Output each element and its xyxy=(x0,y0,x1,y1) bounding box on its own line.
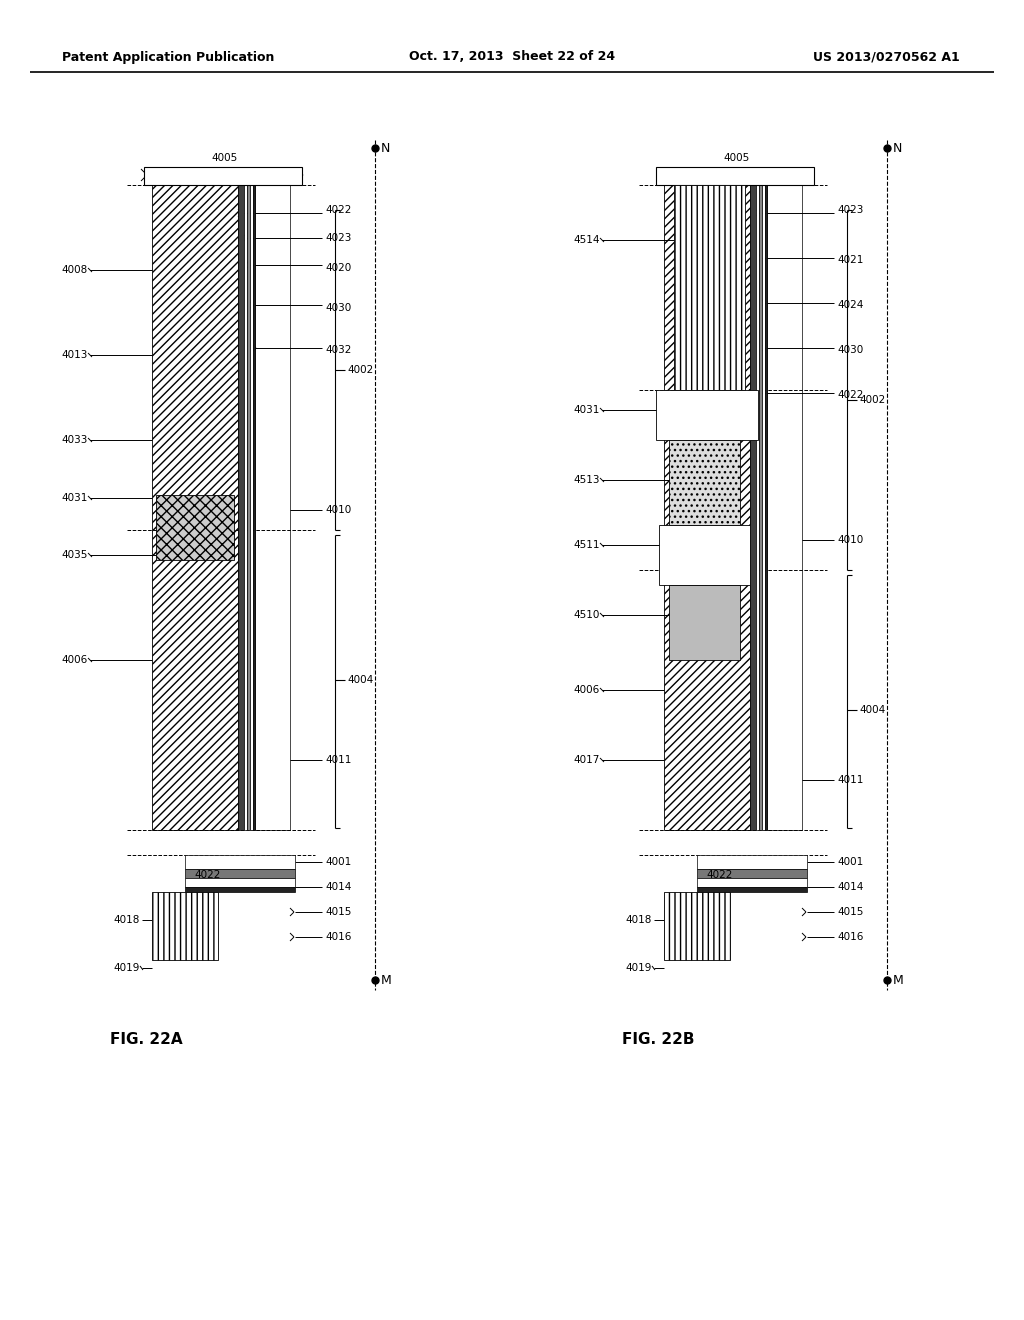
Text: 4008: 4008 xyxy=(61,265,88,275)
Text: 4006: 4006 xyxy=(61,655,88,665)
Bar xyxy=(674,185,745,389)
Bar xyxy=(244,185,247,830)
Text: 4011: 4011 xyxy=(325,755,351,766)
Bar xyxy=(697,878,807,887)
Text: 4511: 4511 xyxy=(573,540,600,550)
Text: 4016: 4016 xyxy=(837,932,863,942)
Text: 4004: 4004 xyxy=(347,675,374,685)
Bar xyxy=(669,440,740,525)
Text: 4510: 4510 xyxy=(573,610,600,620)
Text: N: N xyxy=(381,141,390,154)
Text: 4005: 4005 xyxy=(724,153,751,162)
Bar xyxy=(152,892,218,960)
Text: Patent Application Publication: Patent Application Publication xyxy=(62,50,274,63)
Bar xyxy=(185,869,295,878)
Bar xyxy=(697,855,807,869)
Text: 4002: 4002 xyxy=(859,395,886,405)
Text: 4033: 4033 xyxy=(61,436,88,445)
Text: 4018: 4018 xyxy=(114,915,140,925)
Text: 4004: 4004 xyxy=(859,705,886,715)
Text: 4001: 4001 xyxy=(837,857,863,867)
Text: 4018: 4018 xyxy=(626,915,652,925)
Text: 4032: 4032 xyxy=(325,345,351,355)
Bar xyxy=(156,495,234,560)
Text: 4014: 4014 xyxy=(325,882,351,892)
Bar xyxy=(664,185,750,830)
Bar xyxy=(250,185,253,830)
Bar xyxy=(759,185,762,830)
Bar xyxy=(247,185,250,830)
Text: 4022: 4022 xyxy=(325,205,351,215)
Text: 4023: 4023 xyxy=(837,205,863,215)
Text: 4014: 4014 xyxy=(837,882,863,892)
Bar xyxy=(656,168,814,185)
Text: 4011: 4011 xyxy=(837,775,863,785)
Bar xyxy=(659,525,750,585)
Text: 4022: 4022 xyxy=(706,870,732,880)
Text: 4015: 4015 xyxy=(325,907,351,917)
Bar xyxy=(185,855,295,869)
Text: 4013: 4013 xyxy=(61,350,88,360)
Text: 4030: 4030 xyxy=(325,304,351,313)
Bar xyxy=(762,185,765,830)
Text: 4010: 4010 xyxy=(325,506,351,515)
Bar xyxy=(756,185,759,830)
Text: Oct. 17, 2013  Sheet 22 of 24: Oct. 17, 2013 Sheet 22 of 24 xyxy=(409,50,615,63)
Text: 4022: 4022 xyxy=(194,870,220,880)
Text: 4019: 4019 xyxy=(114,964,140,973)
Text: 4021: 4021 xyxy=(837,255,863,265)
Text: 4020: 4020 xyxy=(325,263,351,273)
Text: FIG. 22B: FIG. 22B xyxy=(622,1032,694,1048)
Text: 4031: 4031 xyxy=(573,405,600,414)
Bar xyxy=(255,185,290,830)
Text: 4017: 4017 xyxy=(573,755,600,766)
Bar xyxy=(697,869,807,878)
Bar xyxy=(664,892,730,960)
Text: 4015: 4015 xyxy=(837,907,863,917)
Text: M: M xyxy=(893,974,904,986)
Bar xyxy=(144,168,302,185)
Text: 4030: 4030 xyxy=(837,345,863,355)
Text: 4513: 4513 xyxy=(573,475,600,484)
Text: 4001: 4001 xyxy=(325,857,351,867)
Text: M: M xyxy=(381,974,392,986)
Bar xyxy=(185,887,295,892)
Text: 4006: 4006 xyxy=(573,685,600,696)
Text: 4022: 4022 xyxy=(837,389,863,400)
Text: 4035: 4035 xyxy=(61,550,88,560)
Bar xyxy=(253,185,255,830)
Bar xyxy=(767,185,802,830)
Bar xyxy=(656,389,758,440)
Text: US 2013/0270562 A1: US 2013/0270562 A1 xyxy=(813,50,961,63)
Bar xyxy=(765,185,767,830)
Text: 4002: 4002 xyxy=(347,366,374,375)
Text: 4031: 4031 xyxy=(61,492,88,503)
Text: N: N xyxy=(893,141,902,154)
Text: 4023: 4023 xyxy=(325,234,351,243)
Bar xyxy=(238,185,244,830)
Text: 4514: 4514 xyxy=(573,235,600,246)
Bar xyxy=(750,185,756,830)
Bar xyxy=(185,878,295,887)
Text: FIG. 22A: FIG. 22A xyxy=(110,1032,182,1048)
Text: 4024: 4024 xyxy=(837,300,863,310)
Bar xyxy=(669,585,740,660)
Text: 4016: 4016 xyxy=(325,932,351,942)
Text: 4005: 4005 xyxy=(212,153,239,162)
Text: 4010: 4010 xyxy=(837,535,863,545)
Text: 4019: 4019 xyxy=(626,964,652,973)
Bar xyxy=(152,185,238,830)
Bar xyxy=(697,887,807,892)
